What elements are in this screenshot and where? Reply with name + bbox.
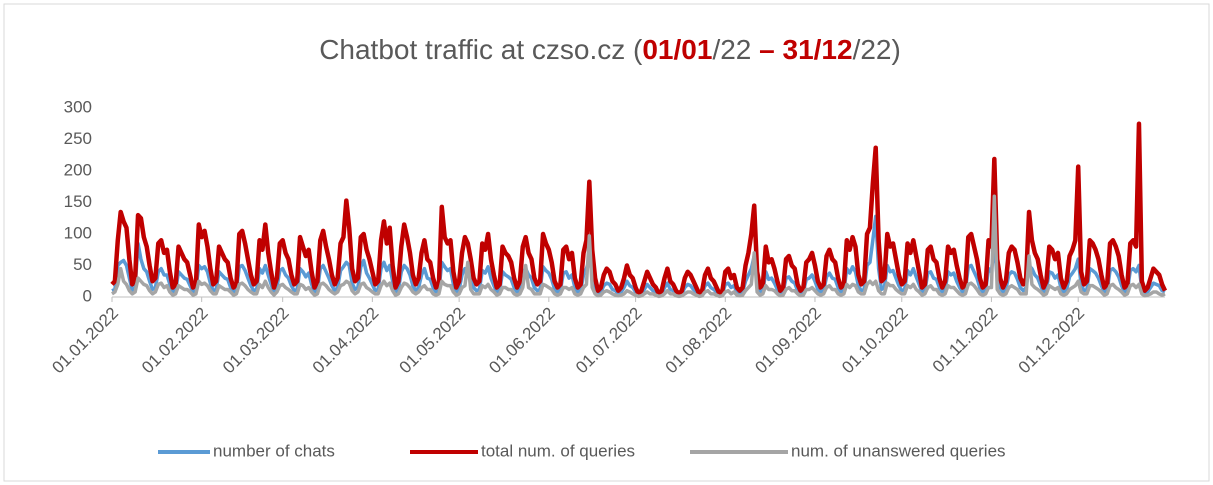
legend-label: total num. of queries: [481, 441, 635, 460]
title-highlight: 01/01: [642, 34, 712, 65]
y-tick-label: 100: [64, 223, 92, 242]
y-tick-label: 0: [83, 286, 92, 305]
y-tick-label: 200: [64, 160, 92, 179]
y-tick-label: 250: [64, 129, 92, 148]
legend-label: num. of unanswered queries: [791, 441, 1006, 460]
chart-title: Chatbot traffic at czso.cz (01/01/22 – 3…: [319, 34, 901, 65]
y-tick-label: 50: [73, 255, 92, 274]
y-tick-label: 150: [64, 192, 92, 211]
y-tick-label: 300: [64, 97, 92, 116]
series-line: [111, 194, 1166, 299]
title-part: /22): [853, 34, 901, 65]
title-part: Chatbot traffic at czso.cz (: [319, 34, 643, 65]
legend-label: number of chats: [213, 441, 335, 460]
title-part: /22: [712, 34, 759, 65]
series-line: [110, 121, 1168, 297]
title-highlight: – 31/12: [759, 34, 852, 65]
